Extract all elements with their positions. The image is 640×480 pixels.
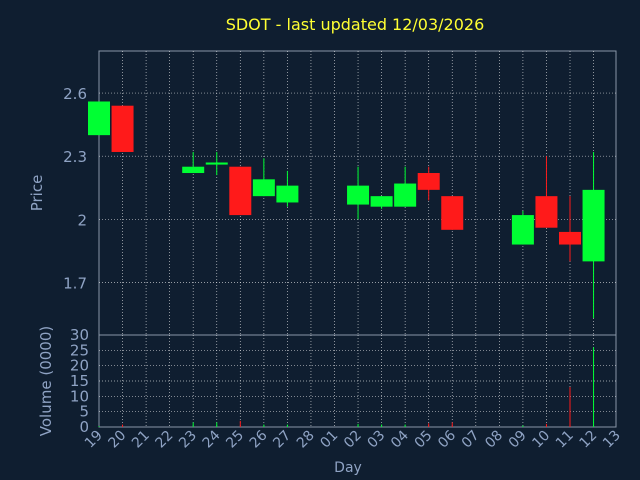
price-tick-label: 2	[77, 211, 87, 229]
candlestick	[417, 166, 440, 201]
candle-body	[370, 196, 393, 207]
candle-body	[276, 185, 299, 203]
candle-body	[417, 173, 440, 190]
candlestick	[559, 196, 581, 262]
volume-bars	[98, 347, 595, 427]
candlestick	[88, 101, 110, 136]
volume-tick-label: 5	[79, 403, 89, 421]
candle-body	[511, 215, 534, 245]
volume-tick-label: 15	[70, 372, 89, 390]
price-panel: 1.7 2 2.3 2.6 Price	[28, 50, 617, 336]
candle-body	[347, 185, 370, 205]
candlestick	[535, 156, 558, 228]
candlestick	[347, 166, 370, 220]
candlestick	[441, 196, 464, 230]
chart-title: SDOT - last updated 12/03/2026	[226, 15, 485, 34]
price-tick-labels: 1.7 2 2.3 2.6	[63, 85, 87, 292]
candle-body	[252, 179, 275, 197]
candlestick	[394, 166, 417, 207]
volume-gridlines	[99, 335, 616, 427]
candle-body	[111, 105, 134, 152]
candlestick	[229, 166, 252, 216]
x-axis-label: Day	[334, 460, 362, 476]
candlestick	[252, 158, 275, 197]
candle-body	[582, 189, 605, 262]
candlestick	[370, 196, 393, 209]
candle-body	[182, 166, 205, 174]
price-tick-label: 2.6	[63, 85, 87, 103]
candle-body	[205, 162, 228, 165]
volume-tick-label: 30	[70, 326, 89, 344]
price-axis-label: Price	[28, 175, 46, 212]
volume-tick-label: 10	[70, 387, 89, 405]
volume-axis-label: Volume (0000)	[37, 326, 55, 436]
candlestick	[276, 170, 299, 207]
candlestick	[582, 151, 605, 319]
candle-body	[88, 101, 110, 136]
candlestick	[111, 105, 134, 152]
volume-tick-label: 25	[70, 341, 89, 359]
x-axis-tick-labels: 19 20 21 22 23 24 25 26 27 28 01 02 03 04 05 06 07 08 09 10…	[82, 427, 624, 451]
volume-tick-label: 20	[70, 357, 89, 375]
volume-tick-label: 0	[79, 418, 89, 436]
candle-body	[535, 196, 558, 228]
candlestick	[205, 151, 228, 176]
candlestick	[182, 151, 205, 174]
candle-body	[229, 166, 252, 216]
candle-body	[559, 231, 581, 245]
price-tick-label: 1.7	[63, 274, 87, 292]
candle-body	[394, 183, 417, 207]
candle-body	[441, 196, 464, 230]
candlesticks	[88, 101, 605, 319]
candlestick	[511, 210, 534, 245]
price-tick-label: 2.3	[63, 148, 87, 166]
